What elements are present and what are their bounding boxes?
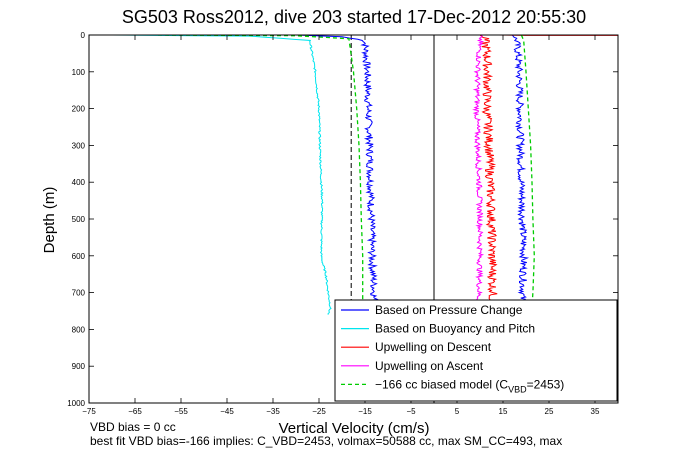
y-tick-label-4: 400 [72,178,86,187]
y-tick-label-8: 800 [72,325,86,334]
series-line-6 [157,35,364,315]
x-tick-label-7: −5 [406,407,416,416]
x-tick-label-2: −55 [174,407,188,416]
y-tick-label-0: 0 [81,31,86,40]
y-tick-label-3: 300 [72,141,86,150]
y-tick-label-1: 100 [72,68,86,77]
y-tick-label-10: 1000 [67,399,85,408]
legend-box [334,299,618,402]
series-line-3 [479,35,498,316]
x-tick-label-11: 35 [591,407,600,416]
series-line-1 [511,35,530,316]
footer-line-2: best fit VBD bias=-166 implies: C_VBD=24… [90,434,562,448]
x-tick-label-8: 5 [455,407,460,416]
footer-line-1: VBD bias = 0 cc [90,420,176,434]
series-line-2 [111,35,332,315]
axes: −75 −65 −55 −45 −35 −25 −15 −5 5 15 25 350100200300… [67,31,619,416]
y-tick-label-7: 700 [72,289,86,298]
x-tick-label-1: −65 [128,407,142,416]
y-tick-label-6: 600 [72,252,86,261]
x-axis-label: Vertical Velocity (cm/s) [279,420,430,437]
x-tick-label-9: 15 [499,407,508,416]
series-line-7 [520,35,535,315]
series-line-0 [295,35,379,316]
legend: Based on Pressure Change Based on Buoyanc… [334,299,618,402]
legend-label-0: Based on Pressure Change [375,303,523,317]
y-axis-label: Depth (m) [41,187,58,254]
x-tick-label-4: −35 [266,407,280,416]
x-tick-label-6: −15 [358,407,372,416]
x-tick-label-10: 25 [545,407,554,416]
y-tick-label-2: 200 [72,105,86,114]
series-line-4 [472,35,485,316]
y-tick-label-5: 500 [72,215,86,224]
y-tick-label-9: 900 [72,362,86,371]
x-tick-label-3: −45 [220,407,234,416]
legend-label-3: Upwelling on Ascent [375,359,484,373]
legend-label-2: Upwelling on Descent [375,340,492,354]
chart-title: SG503 Ross2012, dive 203 started 17-Dec-… [122,7,586,27]
x-tick-label-5: −25 [312,407,326,416]
legend-label-1: Based on Buoyancy and Pitch [375,322,535,336]
x-tick-label-0: −75 [82,407,96,416]
